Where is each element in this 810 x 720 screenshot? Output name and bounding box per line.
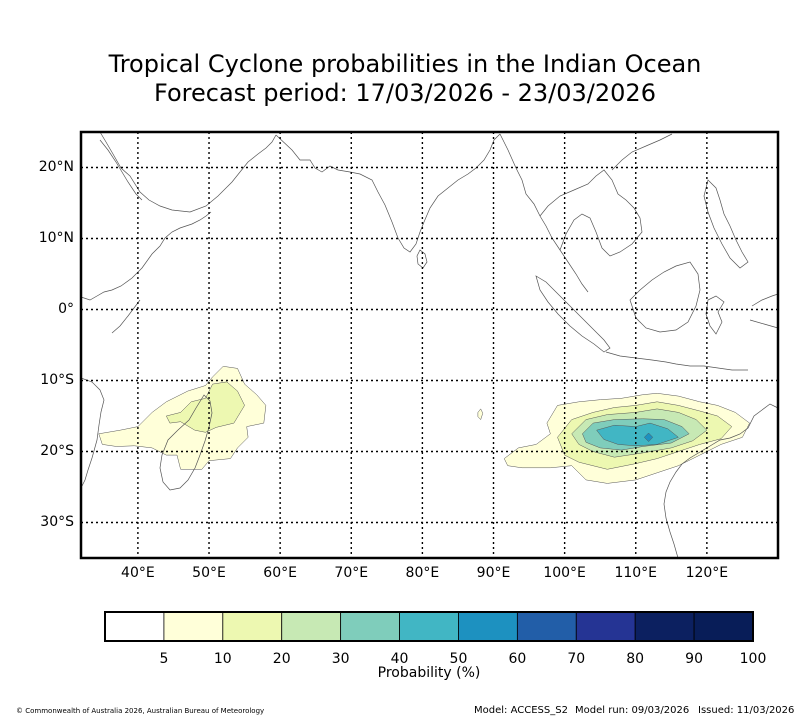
lon-tick-label: 80°E [405, 565, 440, 581]
map-border [79, 130, 780, 560]
lon-tick-label: 50°E [192, 565, 226, 581]
model-run-date: Model run: 09/03/2026 [575, 705, 690, 716]
lon-tick-label: 70°E [334, 565, 369, 581]
lon-tick-label: 110°E [614, 565, 658, 581]
colorbar-tick-label: 40 [390, 651, 409, 667]
coastline-sumatra [535, 275, 611, 353]
colorbar-bin [458, 611, 518, 642]
lon-tick-label: 120°E [685, 565, 729, 581]
colorbar-bin [340, 611, 400, 642]
colorbar-bin [693, 611, 754, 642]
coastline-java [605, 351, 748, 371]
colorbar-bin [163, 611, 224, 642]
probability-contour-40 [596, 422, 679, 447]
lat-tick-label: 20°S [40, 442, 74, 459]
coastline-madagascar [159, 394, 213, 491]
map-title-line1: Tropical Cyclone probabilities in the In… [108, 50, 702, 78]
coastline-indochina [499, 133, 643, 293]
colorbar-bin [281, 611, 342, 642]
map-frame-background [81, 132, 778, 558]
coastline-africa [80, 211, 212, 487]
graticule [81, 132, 778, 558]
coastline-red-sea [99, 139, 143, 201]
lat-tick-label: 0° [58, 300, 74, 317]
colorbar-title: Probability (%) [377, 665, 481, 681]
issued-date: Issued: 11/03/2026 [698, 705, 795, 716]
colorbar-border [104, 611, 754, 642]
map-title-line2: Forecast period: 17/03/2026 - 23/03/2026 [154, 79, 656, 107]
colorbar-tick-label: 100 [739, 651, 767, 667]
lat-tick-label: 20°N [38, 158, 74, 175]
colorbar-bin [516, 611, 577, 642]
coastline-philippines [703, 179, 749, 269]
probability-contour-50 [643, 432, 654, 442]
probability-layer [98, 366, 750, 484]
colorbar-tick-label: 50 [449, 651, 468, 667]
coastline-australia [663, 403, 779, 559]
colorbar-tick-label: 80 [626, 651, 645, 667]
colorbar [104, 611, 754, 642]
coastline-borneo [629, 261, 701, 333]
probability-contour-10 [165, 381, 245, 433]
colorbar-bin [222, 611, 283, 642]
lon-tick-label: 100°E [543, 565, 586, 581]
lat-tick-label: 10°N [38, 229, 74, 246]
colorbar-tick-label: 5 [159, 651, 169, 667]
colorbar-bin [104, 611, 165, 642]
colorbar-bin [634, 611, 695, 642]
lat-tick-label: 30°S [40, 513, 74, 530]
colorbar-tick-label: 90 [685, 651, 703, 667]
colorbar-tick-label: 20 [272, 651, 291, 667]
copyright-notice: © Commonwealth of Australia 2026, Austra… [16, 707, 265, 715]
colorbar-tick-label: 60 [508, 651, 527, 667]
model-name: Model: ACCESS_S2 [474, 705, 568, 716]
lon-tick-label: 90°E [476, 565, 511, 581]
coastline-china [611, 133, 673, 171]
coastlines [80, 131, 779, 559]
colorbar-bin [575, 611, 636, 642]
colorbar-tick-label: 10 [213, 651, 232, 667]
coastline-india [275, 133, 501, 253]
lon-tick-label: 60°E [263, 565, 297, 581]
lat-tick-label: 10°S [40, 371, 74, 388]
coastline-new-guinea [749, 293, 779, 329]
colorbar-bin [399, 611, 459, 642]
probability-contour-5 [477, 408, 484, 421]
colorbar-tick-label: 70 [567, 651, 586, 667]
colorbar-tick-label: 30 [331, 651, 350, 667]
lon-tick-label: 40°E [121, 565, 155, 581]
